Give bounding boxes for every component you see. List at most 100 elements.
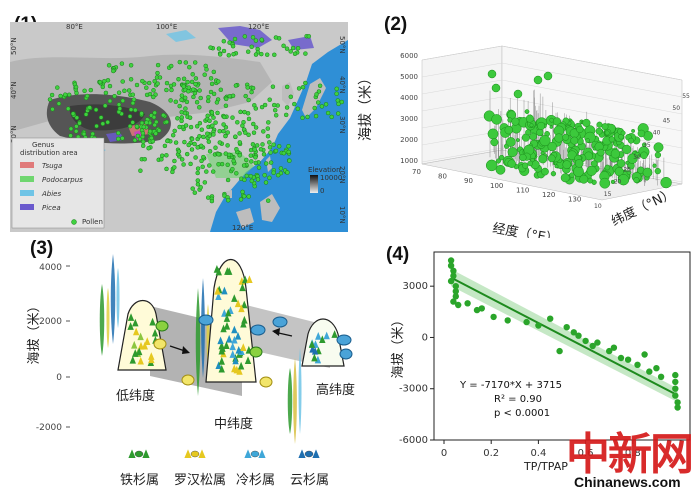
pollen-site — [204, 169, 209, 174]
x-tick-label: 0.8 — [625, 448, 641, 459]
pollen-site — [88, 87, 94, 93]
grid-line — [421, 62, 503, 78]
pollen-site — [55, 85, 60, 90]
pollen-site — [156, 128, 162, 133]
elevation-point — [491, 83, 501, 93]
tree-icon — [198, 449, 206, 458]
pollen-site — [213, 120, 218, 125]
elevation-point — [631, 128, 636, 133]
tree-icon — [232, 356, 239, 365]
elevation-point — [562, 160, 572, 170]
abundance-spindle — [195, 288, 201, 396]
pollen-site — [223, 103, 229, 109]
elevation-point — [525, 114, 534, 123]
data-point — [450, 272, 457, 280]
pollen-grain-icon — [259, 376, 273, 388]
elevation-point — [552, 117, 562, 126]
elevation-points-3d — [483, 69, 672, 189]
pollen-site — [226, 152, 232, 158]
pollen-site — [184, 151, 190, 157]
pollen-site — [102, 78, 107, 84]
lon-tick-80: 80°E — [66, 23, 83, 31]
z-tick: 1000 — [400, 157, 418, 165]
pollen-site — [273, 113, 279, 118]
pollen-grain-icon — [134, 450, 144, 458]
elevation-point — [627, 137, 634, 144]
watermark-site: Chinanews.com — [574, 474, 681, 490]
elevation-point — [525, 129, 532, 136]
pollen-site — [265, 133, 271, 139]
tree-icon — [244, 449, 252, 458]
elevation-point — [576, 125, 584, 134]
panel-4-label: (4) — [386, 244, 410, 265]
pollen-site — [267, 145, 273, 150]
pollen-site — [164, 119, 169, 125]
x-tick-3d: 100 — [490, 182, 503, 190]
pollen-site — [126, 88, 132, 93]
lon-tick-120: 120°E — [248, 23, 269, 31]
pollen-site — [117, 106, 123, 111]
pollen-site — [295, 45, 301, 51]
pollen-site — [255, 177, 261, 182]
pollen-site — [182, 95, 188, 101]
pollen-site — [140, 130, 146, 136]
pollen-site — [83, 112, 89, 117]
pollen-site — [213, 145, 218, 150]
tree-icon — [231, 335, 238, 344]
pollen-site — [253, 155, 258, 160]
pollen-site — [140, 139, 146, 145]
pollen-grain-icon — [198, 314, 214, 326]
tree-icon — [137, 356, 144, 365]
pollen-site — [155, 62, 161, 68]
y-tick-label: -3000 — [399, 384, 428, 395]
data-point — [450, 267, 457, 274]
pollen-site — [179, 118, 184, 124]
tree-icon — [258, 449, 266, 458]
elevation-point — [642, 167, 653, 178]
data-point — [478, 305, 485, 312]
pollen-site — [250, 35, 256, 40]
pollen-site — [201, 154, 206, 160]
pollen-site — [199, 127, 205, 132]
pollen-site — [74, 90, 79, 96]
abundance-spindle — [298, 348, 302, 434]
data-point — [504, 317, 511, 324]
elevation-point — [533, 75, 543, 85]
pollen-site — [231, 158, 236, 164]
elevation-point — [595, 127, 603, 135]
pollen-site — [127, 123, 133, 129]
pollen-site — [259, 51, 264, 57]
elevation-point — [541, 167, 549, 176]
pollen-site — [112, 93, 117, 99]
pollen-site — [284, 105, 290, 110]
pollen-site — [250, 142, 256, 147]
tree-icon — [231, 325, 238, 334]
pollen-site — [147, 129, 153, 134]
tree-icon — [331, 330, 338, 338]
pollen-site — [152, 110, 157, 116]
grid-line — [421, 96, 503, 112]
pollen-site — [122, 88, 127, 94]
elevation-min: 0 — [320, 187, 324, 195]
tree-icon — [213, 265, 221, 273]
pollen-site — [246, 116, 252, 122]
pollen-site — [197, 88, 202, 93]
lat-tick-30-left: 30°N — [10, 125, 18, 143]
elevation-max: 10000 — [320, 174, 342, 182]
tree-icon — [319, 335, 326, 344]
tree-icon — [312, 449, 320, 458]
pollen-site — [329, 114, 334, 120]
lat-tick-20-right: 20°N — [338, 166, 346, 184]
pollen-site — [273, 35, 279, 40]
pollen-site — [283, 112, 289, 118]
z-tick: 3000 — [400, 115, 418, 123]
tree-icon — [314, 355, 322, 364]
elevation-point — [540, 151, 545, 156]
schematic-y-tick-0: 0 — [56, 373, 62, 383]
tree-icon — [234, 331, 242, 340]
lon-tick-120-bottom: 120°E — [232, 224, 253, 232]
tree-icon — [129, 355, 136, 364]
pollen-site — [215, 110, 220, 116]
legend-abies: Abies — [41, 190, 61, 198]
legend-podocarpus: Podocarpus — [42, 176, 83, 184]
